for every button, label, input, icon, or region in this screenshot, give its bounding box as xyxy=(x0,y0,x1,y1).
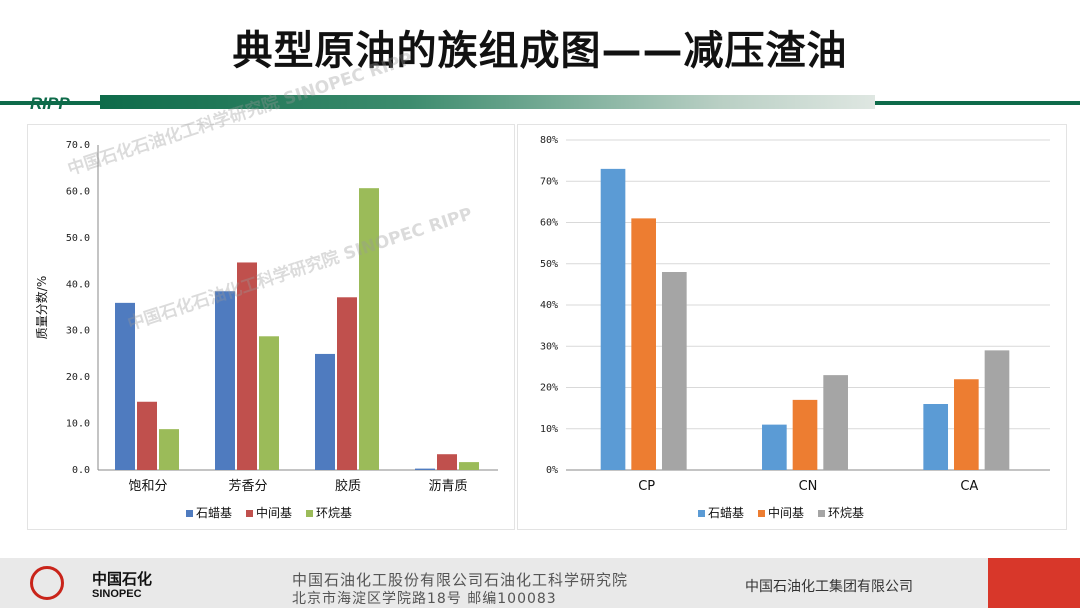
footer-bar xyxy=(0,558,1080,608)
footer-accent xyxy=(988,558,1080,608)
bar xyxy=(792,399,818,470)
footer-logo-en: SINOPEC xyxy=(92,588,142,600)
ripp-logo: RIPP xyxy=(30,94,70,113)
chart-family-composition: 0.0 10.0 20.0 30.0 40.0 50.0 60.0 70.0 饱和分 芳香分 胶质 沥… xyxy=(27,124,515,530)
bar xyxy=(600,168,626,470)
y-tick-label: 40.0 xyxy=(66,279,90,290)
x-category-label: CN xyxy=(799,479,818,494)
bar xyxy=(337,297,357,470)
legend-label: 中间基 xyxy=(768,505,804,520)
footer-address-line1: 中国石油化工股份有限公司石油化工科学研究院 xyxy=(292,571,629,589)
bar xyxy=(259,336,279,470)
bar xyxy=(359,188,379,470)
legend-label: 中间基 xyxy=(256,505,292,520)
y-tick-label: 40% xyxy=(540,300,558,311)
legend-label: 石蜡基 xyxy=(196,506,232,520)
y-tick-label: 50% xyxy=(540,259,558,270)
bar xyxy=(115,302,135,470)
y-tick-label: 80% xyxy=(540,135,558,146)
y-tick-label: 60.0 xyxy=(66,186,90,197)
legend-swatch xyxy=(698,510,705,517)
bar xyxy=(215,291,235,470)
x-category-label: CP xyxy=(638,479,655,494)
legend-swatch xyxy=(186,510,193,517)
bar xyxy=(823,375,848,470)
y-tick-label: 30.0 xyxy=(66,326,90,337)
y-tick-label: 20.0 xyxy=(66,372,90,383)
legend-swatch xyxy=(818,510,825,517)
page-title: 典型原油的族组成图——减压渣油 xyxy=(232,28,848,74)
bar xyxy=(631,218,656,470)
x-category-label: 饱和分 xyxy=(128,479,167,494)
y-tick-label: 70.0 xyxy=(66,140,90,151)
y-tick-label: 10.0 xyxy=(66,419,90,430)
y-tick-label: 0.0 xyxy=(72,465,90,476)
chart-carbon-distribution: 0% 10% 20% 30% 40% 50% 60% 70% 80% CP CN CA 石蜡基 中间基 环烷… xyxy=(517,124,1067,530)
legend-label: 环烷基 xyxy=(316,506,352,520)
bar-chart-left: 0.0 10.0 20.0 30.0 40.0 50.0 60.0 70.0 饱和分 芳香分 胶质 沥… xyxy=(34,140,498,520)
bar xyxy=(315,353,335,470)
y-tick-label: 70% xyxy=(540,176,558,187)
bar xyxy=(984,350,1010,470)
bar-chart-right: 0% 10% 20% 30% 40% 50% 60% 70% 80% CP CN CA 石蜡基 中间基 环烷… xyxy=(540,135,1050,520)
y-tick-label: 20% xyxy=(540,383,558,394)
x-category-label: 胶质 xyxy=(335,478,361,494)
legend-label: 环烷基 xyxy=(828,506,864,520)
bar xyxy=(137,401,157,470)
x-category-label: 芳香分 xyxy=(228,479,267,494)
bar xyxy=(661,272,687,470)
bar xyxy=(237,262,257,470)
y-axis-label: 质量分数/% xyxy=(34,276,49,339)
x-category-label: 沥青质 xyxy=(428,479,467,494)
bar xyxy=(923,404,949,470)
bar xyxy=(159,429,179,470)
bar xyxy=(415,468,435,470)
x-category-label: CA xyxy=(960,479,978,494)
y-tick-label: 30% xyxy=(540,341,558,352)
header-gradient-bar xyxy=(100,95,875,109)
bar xyxy=(762,424,787,470)
bar xyxy=(954,379,979,470)
legend-swatch xyxy=(306,510,313,517)
legend-swatch xyxy=(758,510,765,517)
footer-address-line2: 北京市海淀区学院路18号 邮编100083 xyxy=(292,591,557,607)
bar xyxy=(437,454,457,470)
y-tick-label: 60% xyxy=(540,218,558,229)
y-tick-label: 0% xyxy=(546,465,558,476)
legend-label: 石蜡基 xyxy=(708,506,744,520)
footer-logo-cn: 中国石化 xyxy=(92,570,153,588)
sinopec-logo-icon xyxy=(30,566,64,600)
legend-swatch xyxy=(246,510,253,517)
footer-company: 中国石油化工集团有限公司 xyxy=(745,579,913,595)
y-tick-label: 50.0 xyxy=(66,233,90,244)
bar xyxy=(459,462,479,470)
y-tick-label: 10% xyxy=(540,424,558,435)
